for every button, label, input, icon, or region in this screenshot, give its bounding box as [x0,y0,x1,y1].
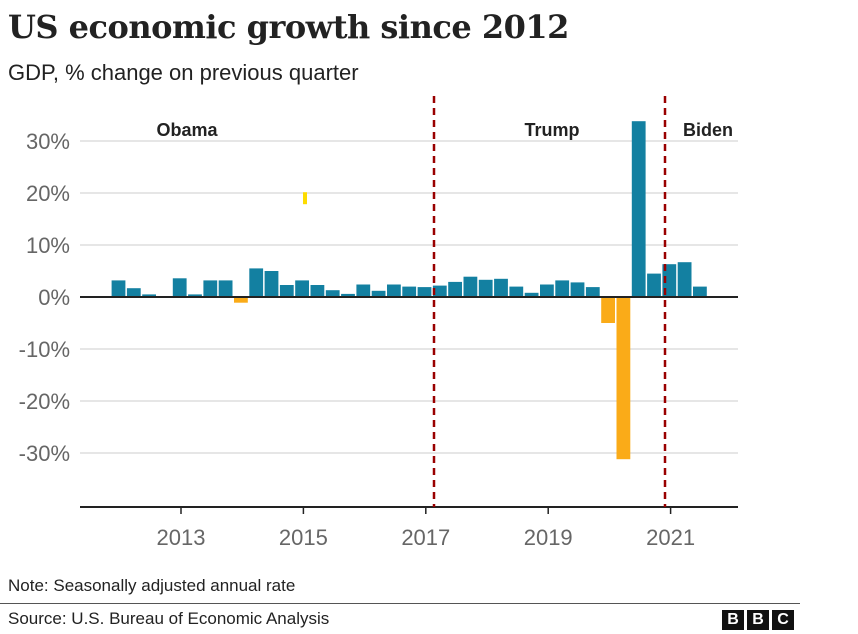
y-tick-label: 20% [26,181,70,206]
x-tick-label: 2015 [279,525,328,550]
y-tick-label: 10% [26,233,70,258]
bbc-logo-letter: C [772,610,794,630]
stray-mark [303,192,307,205]
bar [540,284,554,297]
x-tick-label: 2017 [401,525,450,550]
bar [478,279,493,297]
bar [310,285,325,297]
bar [203,280,218,297]
bar [601,297,615,323]
footnote: Note: Seasonally adjusted annual rate [8,576,296,595]
bar [631,121,646,297]
y-tick-label: -30% [19,441,70,466]
bar [387,284,401,297]
bar [172,278,187,297]
bbc-logo-letter: B [747,610,769,630]
bar [188,294,202,297]
y-tick-label: -20% [19,389,70,414]
bar [126,288,141,297]
bar [356,284,371,297]
bar [555,280,570,297]
bar [295,280,309,297]
bar [142,294,156,297]
bar [417,287,432,297]
bar [524,292,539,297]
president-label: Biden [683,120,733,140]
x-tick-label: 2019 [524,525,573,550]
bar [448,281,462,297]
y-tick-label: 30% [26,129,70,154]
y-tick-label: -10% [19,337,70,362]
bar [585,287,600,297]
bar [111,280,126,297]
bar [693,286,707,297]
bar [677,262,692,297]
bar [616,297,631,460]
bar [264,271,279,297]
president-label: Trump [524,120,579,140]
footer-divider [0,603,800,604]
bbc-logo-letter: B [722,610,744,630]
source-line: Source: U.S. Bureau of Economic Analysis [8,609,330,628]
bar [463,276,478,297]
bar [341,293,355,297]
bar [432,285,447,297]
chart-title: US economic growth since 2012 [8,8,569,46]
bar [402,286,417,297]
gdp-chart: 30% 20% 10% 0% -10% -20% -30% 2013 2015 2017 2019 2… [19,96,738,550]
president-label: Obama [156,120,218,140]
bar [249,268,264,297]
bar [647,273,661,297]
bar [325,290,340,297]
bar [371,290,386,297]
x-tick-label: 2013 [157,525,206,550]
chart-subtitle: GDP, % change on previous quarter [8,60,359,85]
bbc-logo: B B C [722,610,794,630]
bar [570,282,585,297]
y-tick-label: 0% [38,285,70,310]
bar [279,285,294,297]
bar [509,286,524,297]
bar [218,280,233,297]
x-tick-label: 2021 [646,525,695,550]
bar [494,278,508,297]
bar [234,297,248,303]
